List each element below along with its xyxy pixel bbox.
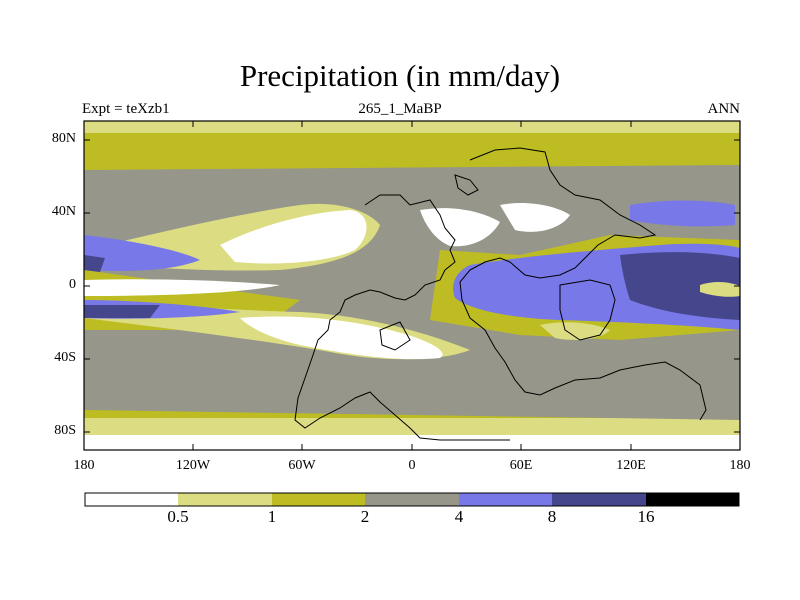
lat-label-40n: 40N — [51, 204, 76, 219]
colorbar-label-2: 2 — [360, 507, 370, 526]
lon-label-0: 0 — [408, 458, 416, 473]
colorbar-label-16: 16 — [637, 507, 655, 526]
southern-dry-patch — [540, 322, 610, 340]
lon-label-180e: 180 — [729, 458, 751, 473]
coastlines — [294, 147, 707, 441]
colorbar — [84, 492, 740, 507]
colorbar-swatch-4-8 — [459, 493, 552, 506]
colorbar-swatch-gt-16 — [646, 493, 739, 506]
north-subtropical-desert — [220, 210, 367, 264]
very-wet-west — [84, 255, 105, 272]
west-pacific-wet — [84, 235, 200, 271]
very-wet-core — [620, 252, 740, 320]
east-dry-patch — [700, 282, 740, 297]
north-east-wet — [630, 200, 735, 227]
continent-west-outline — [294, 194, 510, 441]
arid-interior-1 — [420, 208, 500, 247]
very-wet-south-west — [84, 305, 160, 318]
colorbar-label-0.5: 0.5 — [167, 507, 189, 526]
colorbar-swatch-8-16 — [552, 493, 646, 506]
antarctic-dry — [84, 435, 740, 450]
north-island-outline — [454, 174, 479, 196]
map-title: Precipitation (in mm/day) — [239, 58, 561, 93]
lat-label-40s: 40S — [54, 350, 76, 365]
colorbar-label-1: 1 — [267, 507, 277, 526]
period-label: 265_1_MaBP — [358, 101, 442, 117]
colorbar-swatch-lt-0.5 — [85, 493, 178, 506]
colorbar-swatch-0.5-1 — [178, 493, 272, 506]
colorbar-swatch-1-2 — [272, 493, 365, 506]
season-label: ANN — [707, 101, 741, 117]
experiment-label: Expt = teXzb1 — [82, 101, 170, 117]
lon-label-180w: 180 — [73, 458, 95, 473]
lat-label-80s: 80S — [54, 423, 76, 438]
lat-label-0: 0 — [69, 277, 76, 292]
lon-label-60e: 60E — [509, 458, 533, 473]
lon-label-120w: 120W — [175, 458, 211, 473]
lon-label-120e: 120E — [616, 458, 646, 473]
island-outline — [559, 279, 616, 341]
arid-interior-2 — [500, 203, 570, 232]
colorbar-label-8: 8 — [547, 507, 557, 526]
axis-ticks — [84, 121, 740, 450]
colorbar-swatch-2-4 — [365, 493, 459, 506]
continent-east-outline — [459, 147, 707, 421]
lon-label-60w: 60W — [288, 458, 316, 473]
small-island-outline — [379, 321, 411, 351]
equatorial-dry-tongue — [84, 279, 280, 296]
lat-label-80n: 80N — [51, 131, 76, 146]
precip-field — [84, 121, 740, 450]
colorbar-label-4: 4 — [454, 507, 464, 526]
